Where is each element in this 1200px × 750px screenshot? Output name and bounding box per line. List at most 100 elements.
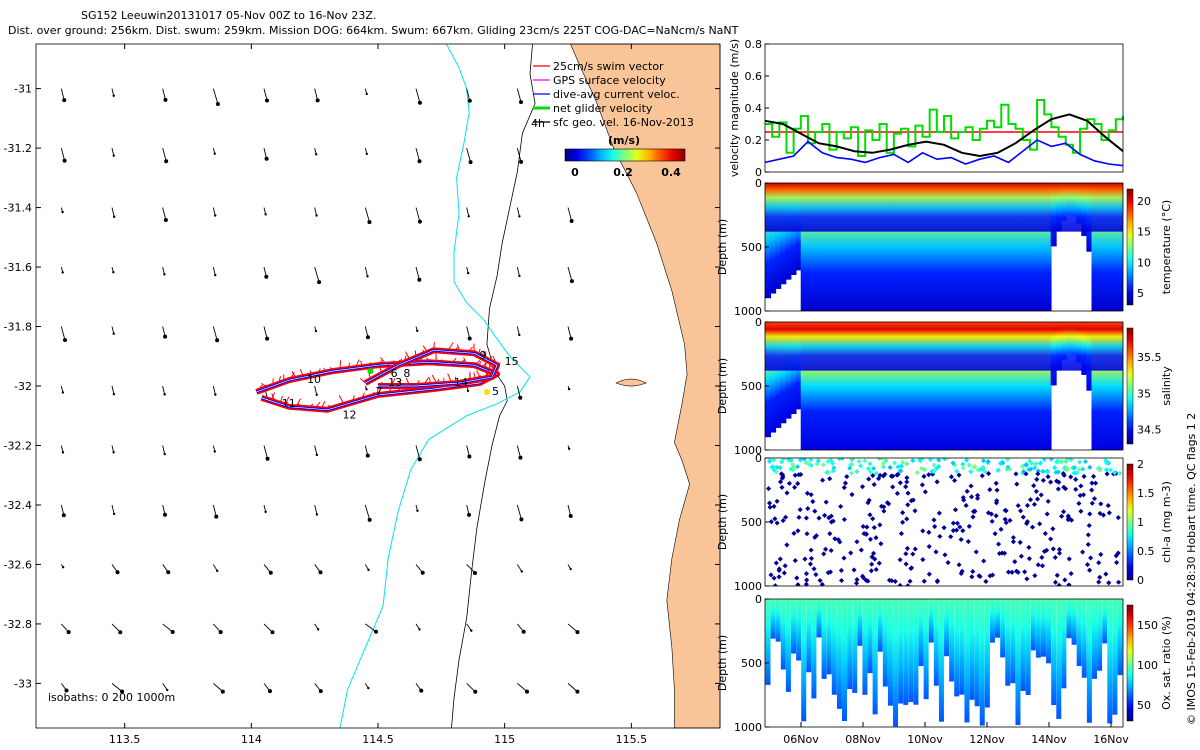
surface-velocity-arrow [314,207,317,216]
surface-velocity-arrowhead [163,393,166,396]
legend-label: GPS surface velocity [553,74,666,87]
surface-velocity-arrowhead [112,271,115,274]
surface-velocity-arrowhead [62,337,67,342]
legend-extra: 4h [531,117,545,130]
x-tick-label: 115 [494,733,515,746]
surface-velocity-arrow [516,385,521,398]
surface-velocity-arrowhead [466,389,470,393]
surface-velocity-arrowhead [467,214,470,218]
surface-velocity-arrowhead [466,271,470,275]
y-tick-label: -31.6 [4,261,32,274]
surface-velocity-arrowhead [367,568,370,572]
surface-velocity-arrow [213,683,224,692]
surface-velocity-arrowhead [66,630,71,635]
surface-velocity-arrow [314,88,319,101]
surface-velocity-arrow [517,683,528,692]
surface-velocity-arrowhead [575,689,580,694]
surface-velocity-arrow [263,326,268,339]
day-label: 14 [454,376,468,389]
surface-velocity-arrowhead [213,152,216,155]
surface-velocity-arrowhead [264,510,267,514]
surface-velocity-arrowhead [518,215,521,218]
surface-velocity-arrow [111,88,115,96]
surface-velocity-arrowhead [115,570,120,575]
surface-velocity-arrow [567,266,573,282]
y-tick-label: -33 [14,677,32,690]
legend-label: 25cm/s swim vector [553,60,664,73]
surface-velocity-arrow [466,147,471,163]
surface-velocity-arrowhead [314,153,318,156]
swim-vector [299,369,305,378]
y-tick-label: -32.6 [4,558,32,571]
surface-velocity-arrow [212,385,216,395]
day-label: 11 [282,397,296,410]
surface-velocity-arrowhead [315,98,320,103]
title-line-2: Dist. over ground: 256km. Dist. swum: 25… [8,24,739,37]
rottnest-island [615,378,647,387]
surface-velocity-arrow [567,207,573,222]
surface-velocity-arrowhead [112,94,115,97]
surface-velocity-arrowhead [365,453,370,458]
surface-velocity-arrow [415,88,421,103]
surface-velocity-arrowhead [166,570,171,575]
day-label: 9 [479,349,486,362]
surface-velocity-arrow [111,147,115,156]
isobath-1000m [451,43,536,729]
surface-velocity-arrowhead [218,630,223,635]
surface-velocity-arrow [516,147,522,162]
surface-velocity-arrowhead [314,329,318,333]
surface-velocity-arrow [212,504,217,517]
surface-velocity-arrow [364,266,368,277]
surface-velocity-arrow [212,207,216,216]
track-loop-b-path [365,349,498,387]
surface-velocity-arrow [111,326,115,334]
surface-velocity-arrow [314,504,318,515]
surface-velocity-arrowhead [163,97,168,102]
surface-velocity-arrow [263,88,268,101]
surface-velocity-arrowhead [61,271,64,274]
gps-fix [483,388,490,395]
isobath-200m [339,43,531,729]
legend-label: dive-avg current veloc. [553,88,680,101]
surface-velocity-arrowhead [472,570,477,575]
surface-velocity-arrowhead [112,451,115,454]
surface-velocity-arrowhead [118,630,123,635]
surface-velocity-arrowhead [163,334,168,339]
surface-velocity-arrowhead [365,92,368,96]
surface-velocity-arrowhead [521,629,526,634]
swim-vector [422,345,429,354]
surface-velocity-arrowhead [164,159,169,164]
surface-velocity-arrowhead [163,218,168,223]
swim-vector [339,360,342,371]
surface-velocity-arrowhead [62,158,67,163]
surface-velocity-arrowhead [214,273,217,277]
isobath-label: isobaths: 0 200 1000m [48,691,175,704]
map-colorbar-title: (m/s) [608,134,640,147]
surface-velocity-arrowhead [417,100,422,105]
surface-velocity-arrowhead [264,98,269,103]
surface-velocity-arrowhead [417,159,422,164]
surface-velocity-arrow [516,564,523,572]
y-tick-label: -31 [14,83,32,96]
swim-vector [405,351,411,361]
surface-velocity-arrow [263,445,268,459]
swim-vector [380,357,387,366]
surface-velocity-arrowhead [467,454,472,459]
swim-vector [338,395,345,406]
surface-velocity-arrow [567,623,578,633]
surface-velocity-arrowhead [61,513,66,518]
x-tick-label: 115.5 [616,733,648,746]
surface-velocity-arrowhead [416,329,419,332]
surface-velocity-arrow [314,445,318,455]
surface-velocity-arrowhead [112,215,116,219]
map-colorbar-tick: 0.4 [661,166,681,179]
surface-velocity-arrowhead [575,630,580,635]
surface-velocity-arrowhead [267,689,272,694]
surface-velocity-arrow [212,88,219,105]
surface-velocity-arrow [567,683,578,692]
surface-velocity-arrowhead [367,220,372,225]
surface-velocity-arrow [111,385,115,395]
surface-velocity-arrowhead [520,570,524,573]
y-tick-label: -31.4 [4,202,32,215]
surface-velocity-arrowhead [417,457,422,462]
